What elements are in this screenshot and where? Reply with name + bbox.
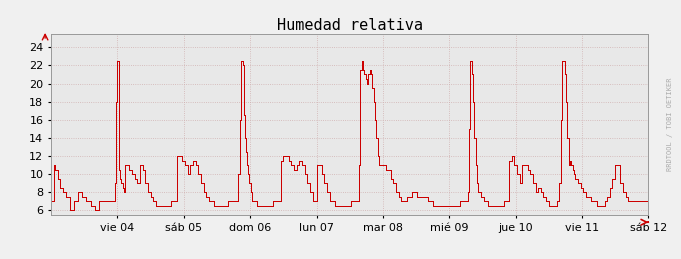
Title: Humedad relativa: Humedad relativa [276, 18, 423, 32]
Text: RRDTOOL / TOBI OETIKER: RRDTOOL / TOBI OETIKER [667, 77, 673, 171]
